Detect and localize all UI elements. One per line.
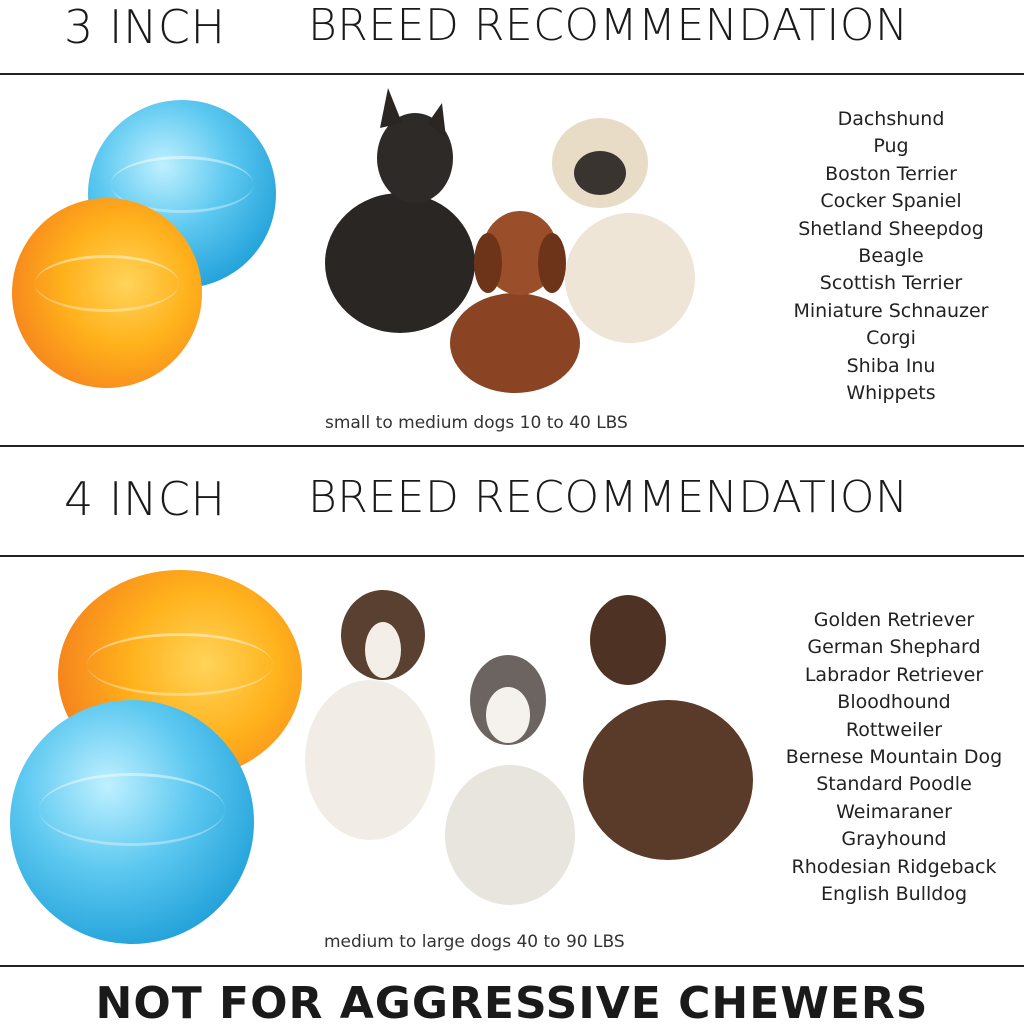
australian-shepherd-image (305, 590, 435, 840)
breed-item: Labrador Retriever (804, 663, 984, 686)
breed-item: Bloodhound (837, 691, 951, 714)
divider (0, 965, 1024, 967)
breed-item: German Shephard (807, 636, 981, 659)
breed-item: Weimaraner (836, 800, 952, 823)
section-heading: BREED RECOMMENDATION (308, 472, 909, 523)
large-dogs-photo (305, 590, 753, 905)
weight-caption: medium to large dogs 40 to 90 LBS (324, 932, 625, 952)
breed-item: Whippets (846, 382, 936, 405)
breed-item: Pug (873, 135, 909, 158)
breed-item: Shiba Inu (846, 354, 936, 377)
husky-image (445, 655, 575, 905)
breed-item: Shetland Sheepdog (798, 217, 984, 240)
divider (0, 555, 1024, 557)
breed-item: Boston Terrier (825, 162, 957, 185)
breed-item: Cocker Spaniel (820, 190, 962, 213)
breed-item: English Bulldog (820, 883, 968, 906)
scottish-terrier-image (325, 88, 475, 333)
weight-caption: small to medium dogs 10 to 40 LBS (325, 413, 628, 433)
divider (0, 445, 1024, 447)
size-label: 3 INCH (64, 0, 226, 54)
warning-text: NOT FOR AGGRESSIVE CHEWERS (95, 978, 929, 1029)
breed-item: Corgi (866, 327, 916, 350)
pug-image (552, 118, 695, 343)
breed-item: Dachshund (837, 108, 945, 130)
breed-item: Golden Retriever (813, 609, 975, 631)
breed-item: Miniature Schnauzer (793, 299, 989, 322)
orange-treat-ball (12, 198, 202, 388)
breed-list: Golden Retriever German Shephard Labrador … (764, 607, 1024, 908)
breed-item: Grayhound (841, 828, 947, 851)
breed-item: Scottish Terrier (819, 272, 963, 295)
header-3-inch: 3 INCH BREED RECOMMENDATION (0, 0, 1024, 72)
breed-item: Bernese Mountain Dog (785, 746, 1003, 769)
size-label: 4 INCH (64, 472, 226, 526)
blue-treat-ball (10, 700, 254, 944)
breed-item: Standard Poodle (816, 773, 972, 796)
wirehaired-pointer-image (583, 595, 753, 860)
header-4-inch: 4 INCH BREED RECOMMENDATION (0, 472, 1024, 544)
breed-item: Beagle (858, 245, 924, 268)
breed-item: Rottweiler (845, 718, 943, 741)
breed-list: Dachshund Pug Boston Terrier Cocker Spaniel… (761, 106, 1021, 407)
divider (0, 73, 1024, 75)
dachshund-image (450, 211, 580, 393)
breed-item: Rhodesian Ridgeback (791, 855, 997, 878)
small-dogs-photo (325, 88, 695, 393)
section-heading: BREED RECOMMENDATION (308, 0, 909, 51)
